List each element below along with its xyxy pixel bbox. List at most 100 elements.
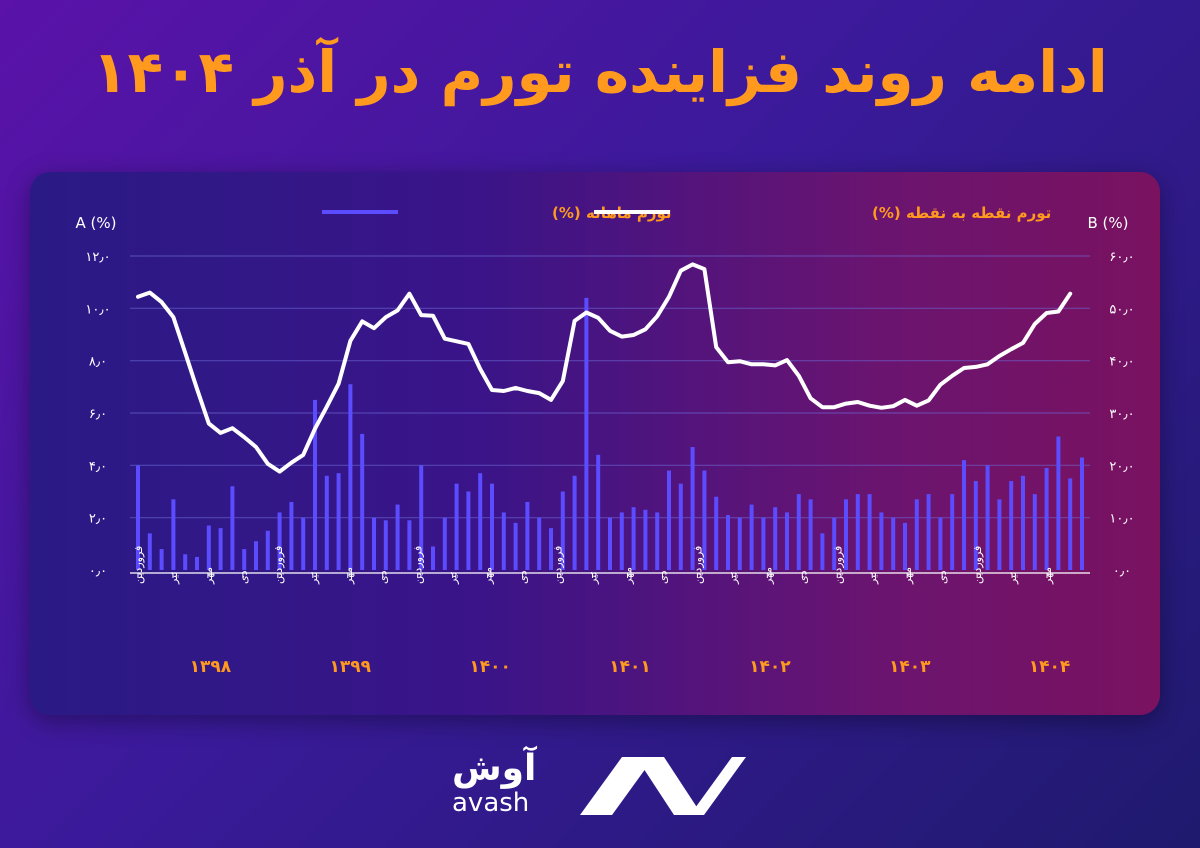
monthly-bar (1032, 494, 1037, 570)
monthly-bar (678, 483, 683, 570)
monthly-bar (525, 501, 530, 570)
month-tick-label: دی (237, 570, 250, 584)
month-tick-label: تیر (866, 572, 879, 585)
monthly-bar (643, 509, 648, 570)
month-tick-label: فروردین (412, 546, 425, 584)
monthly-bar (265, 530, 270, 570)
monthly-bar (1021, 475, 1025, 570)
monthly-bar (903, 522, 907, 570)
monthly-bar (513, 522, 518, 570)
month-tick-label: مهر (342, 567, 355, 585)
year-label: ۱۴۰۰ (469, 657, 511, 677)
monthly-bar (1068, 478, 1073, 570)
monthly-bar (336, 473, 341, 570)
monthly-bar (619, 512, 624, 570)
month-tick-label: تیر (307, 572, 320, 585)
monthly-bar (466, 491, 471, 570)
monthly-bar (926, 494, 931, 570)
month-tick-label: مهر (761, 567, 774, 585)
left-axis-label: A (%) (76, 214, 117, 232)
monthly-bar (147, 533, 152, 570)
right-tick-label: ۰٫۰ (1113, 564, 1131, 579)
monthly-bar (914, 499, 919, 570)
monthly-bar (655, 512, 660, 570)
right-tick-label: ۳۰٫۰ (1109, 407, 1134, 422)
monthly-bar (289, 501, 294, 570)
monthly-bar (454, 483, 459, 570)
month-tick-label: تیر (587, 572, 600, 585)
monthly-bar (631, 507, 636, 570)
year-label: ۱۳۹۸ (190, 657, 232, 677)
monthly-bar (490, 483, 494, 570)
monthly-bar (277, 512, 282, 570)
monthly-bar (844, 499, 848, 570)
monthly-bar (560, 491, 565, 570)
logo-text-en: avash (452, 788, 530, 818)
left-tick-label: ۰٫۰ (89, 564, 107, 579)
p2p-line (136, 262, 1073, 474)
monthly-bar (1080, 457, 1084, 570)
monthly-bar (136, 465, 140, 570)
month-tick-label: تیر (726, 572, 739, 585)
monthly-bar (549, 528, 553, 570)
logo-mark-right-stroke (690, 757, 746, 815)
right-tick-label: ۲۰٫۰ (1109, 459, 1134, 474)
monthly-bar (501, 512, 506, 570)
month-tick-label: مهر (621, 567, 634, 585)
month-tick-label: مهر (901, 567, 914, 585)
month-tick-label: دی (796, 570, 809, 584)
monthly-bar (985, 465, 990, 570)
month-tick-label: فروردین (272, 546, 285, 584)
monthly-bar (218, 528, 223, 570)
monthly-bar (171, 499, 176, 570)
monthly-bar (997, 499, 1002, 570)
page-title: ادامه روند فزاینده تورم در آذر ۱۴۰۴ (92, 38, 1108, 106)
monthly-bar (820, 533, 825, 570)
month-tick-label: دی (936, 570, 949, 584)
monthly-bar (879, 512, 884, 570)
year-label: ۱۴۰۲ (749, 657, 791, 677)
monthly-bar (419, 465, 424, 570)
monthly-bar (407, 520, 412, 570)
left-tick-label: ۱۲٫۰ (85, 250, 110, 265)
right-axis-label: B (%) (1087, 214, 1128, 232)
monthly-bar (572, 475, 577, 570)
month-tick-label: تیر (1006, 572, 1019, 585)
monthly-bar (195, 556, 199, 570)
monthly-bar (1044, 467, 1049, 570)
monthly-bar (773, 507, 778, 570)
monthly-bar (360, 433, 365, 570)
monthly-bar (254, 541, 258, 570)
month-tick-label: فروردین (552, 546, 565, 584)
year-label: ۱۴۰۴ (1029, 657, 1071, 677)
monthly-bar (785, 512, 789, 570)
monthly-bar (242, 549, 247, 570)
month-tick-label: مهر (482, 567, 495, 585)
monthly-bar (749, 504, 754, 570)
monthly-bar (324, 475, 329, 570)
month-tick-label: تیر (167, 572, 180, 585)
monthly-bar (761, 517, 766, 570)
logo-text-fa: آوش (452, 748, 537, 789)
monthly-bar (973, 481, 978, 570)
month-tick-label: مهر (1041, 567, 1054, 585)
monthly-bar (891, 517, 896, 570)
right-tick-label: ۱۰٫۰ (1109, 512, 1134, 527)
monthly-bar (372, 517, 376, 570)
monthly-bar (1009, 481, 1014, 570)
monthly-bar (348, 384, 353, 570)
monthly-bar (737, 517, 742, 570)
year-label: ۱۴۰۳ (889, 657, 931, 677)
left-tick-label: ۱۰٫۰ (85, 302, 110, 317)
monthly-bar (690, 447, 695, 570)
monthly-bar (714, 496, 719, 570)
left-tick-label: ۲٫۰ (89, 512, 107, 527)
monthly-bar (395, 504, 400, 570)
monthly-bar (206, 525, 211, 570)
monthly-bar (442, 517, 447, 570)
right-tick-label: ۴۰٫۰ (1109, 355, 1134, 370)
month-tick-label: فروردین (132, 546, 145, 584)
monthly-bar (537, 517, 542, 570)
month-tick-label: فروردین (831, 546, 844, 584)
monthly-bar (608, 517, 612, 570)
